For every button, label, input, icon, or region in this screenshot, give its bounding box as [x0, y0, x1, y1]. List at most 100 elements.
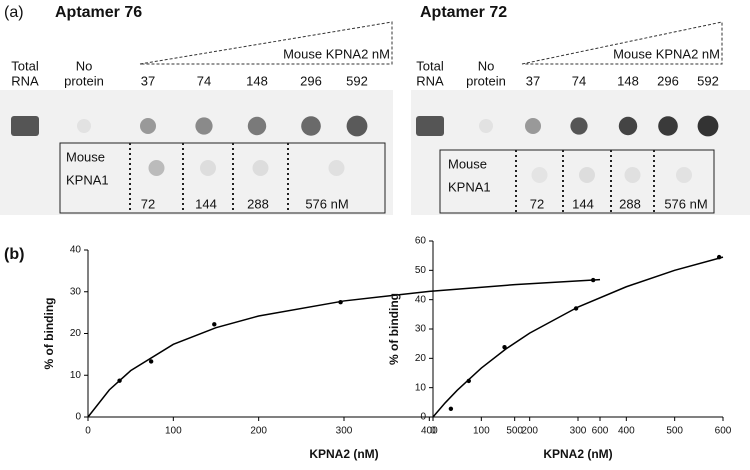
y-tick-label: 60	[415, 236, 427, 247]
kpna1-label: KPNA1	[448, 179, 491, 194]
kpna2-conc: 592	[346, 73, 368, 88]
kpna1-box	[439, 149, 715, 214]
kpna2-label: Mouse KPNA2 nM	[283, 46, 390, 61]
kpna2-spot	[346, 115, 368, 137]
kpna2-spot	[525, 118, 541, 134]
x-tick-label: 100	[165, 426, 182, 437]
x-tick-label: 0	[430, 426, 436, 437]
kpna1-box	[59, 142, 386, 214]
data-point	[573, 306, 579, 311]
blot-title: Aptamer 76	[55, 4, 142, 21]
lane-label: No	[76, 58, 93, 73]
x-tick-label: 0	[85, 426, 91, 437]
x-tick-label: 300	[336, 426, 353, 437]
kpna2-spot	[697, 115, 719, 137]
data-point	[448, 406, 454, 411]
kpna1-spot	[579, 167, 595, 183]
kpna1-label: Mouse	[66, 149, 105, 164]
data-point	[212, 322, 217, 327]
kpna1-spot	[148, 160, 165, 176]
kpna2-conc: 37	[526, 73, 540, 88]
y-tick-label: 0	[75, 412, 81, 423]
y-axis-label: % of binding	[42, 298, 56, 370]
kpna1-conc: 576 nM	[305, 196, 348, 211]
data-point	[117, 378, 122, 383]
kpna1-spot	[252, 160, 269, 176]
kpna2-conc: 296	[657, 73, 679, 88]
kpna1-label: KPNA1	[66, 172, 109, 187]
data-point	[148, 359, 154, 364]
kpna1-conc: 144	[572, 196, 594, 211]
y-tick-label: 40	[415, 294, 427, 305]
kpna2-conc: 37	[141, 73, 155, 88]
y-tick-label: 50	[415, 265, 427, 276]
x-tick-label: 500	[506, 426, 523, 437]
kpna1-conc: 288	[247, 196, 269, 211]
no-protein-spot	[479, 119, 493, 133]
kpna2-conc: 148	[246, 73, 268, 88]
x-tick-label: 500	[666, 426, 683, 437]
kpna2-spot	[195, 117, 213, 135]
kpna1-conc: 72	[530, 196, 544, 211]
kpna2-spot	[140, 118, 156, 134]
data-point	[502, 344, 507, 350]
kpna1-spot	[200, 160, 216, 176]
x-tick-label: 200	[250, 426, 267, 437]
blot-title: Aptamer 72	[420, 4, 507, 21]
x-tick-label: 400	[421, 426, 438, 437]
kpna2-spot	[301, 116, 321, 136]
data-point	[338, 299, 343, 305]
kpna1-conc: 72	[141, 196, 155, 211]
kpna2-conc: 74	[572, 73, 586, 88]
y-tick-label: 30	[415, 324, 427, 335]
kpna2-spot	[247, 116, 267, 136]
data-point	[716, 254, 722, 260]
kpna1-spot	[531, 167, 548, 183]
kpna1-spot	[676, 167, 692, 183]
x-tick-label: 600	[715, 426, 732, 437]
total-rna-spot	[11, 116, 39, 136]
lane-label: Total	[11, 58, 39, 73]
kpna2-spot	[618, 116, 638, 136]
y-tick-label: 20	[70, 328, 82, 339]
no-protein-spot	[77, 119, 91, 133]
y-tick-label: 40	[70, 245, 82, 256]
x-tick-label: 600	[592, 426, 609, 437]
fit-curve	[87, 278, 601, 418]
x-axis-label: KPNA2 (nM)	[309, 447, 378, 461]
x-tick-label: 400	[618, 426, 635, 437]
kpna1-spot	[624, 167, 641, 183]
kpna1-conc: 288	[619, 196, 641, 211]
lane-label: Total	[416, 58, 444, 73]
kpna1-label: Mouse	[448, 156, 487, 171]
x-tick-label: 300	[570, 426, 587, 437]
y-tick-label: 10	[415, 382, 427, 393]
y-tick-label: 20	[415, 353, 427, 364]
panel-label: (b)	[4, 246, 24, 263]
gradient-triangle	[139, 21, 393, 65]
kpna2-label: Mouse KPNA2 nM	[613, 46, 720, 61]
kpna2-conc: 74	[197, 73, 211, 88]
y-tick-label: 0	[420, 412, 426, 423]
kpna2-conc: 296	[300, 73, 322, 88]
data-point	[590, 277, 596, 283]
kpna1-spot	[328, 160, 345, 176]
kpna2-spot	[570, 117, 588, 135]
lane-label: RNA	[416, 73, 444, 88]
x-tick-label: 100	[473, 426, 490, 437]
x-tick-label: 200	[521, 426, 538, 437]
panel-label: (a)	[4, 4, 24, 21]
gradient-triangle	[521, 21, 723, 65]
y-tick-label: 10	[70, 370, 82, 381]
blot-background	[411, 90, 750, 215]
kpna1-conc: 576 nM	[664, 196, 707, 211]
kpna2-conc: 592	[697, 73, 719, 88]
kpna2-conc: 148	[617, 73, 639, 88]
lane-label: protein	[466, 73, 506, 88]
total-rna-spot	[416, 116, 444, 136]
lane-label: No	[478, 58, 495, 73]
kpna1-conc: 144	[195, 196, 217, 211]
data-point	[466, 378, 471, 384]
fit-curve	[432, 256, 724, 418]
